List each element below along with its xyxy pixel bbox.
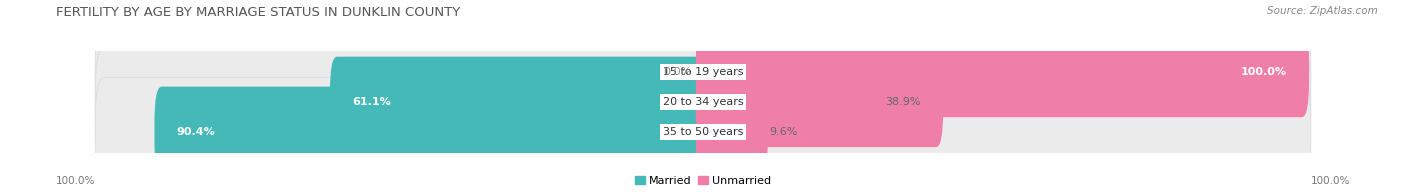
FancyBboxPatch shape — [696, 57, 943, 147]
Text: Source: ZipAtlas.com: Source: ZipAtlas.com — [1267, 6, 1378, 16]
Text: 100.0%: 100.0% — [1310, 176, 1350, 186]
Text: 61.1%: 61.1% — [352, 97, 391, 107]
Text: 0.0%: 0.0% — [662, 67, 690, 77]
Legend: Married, Unmarried: Married, Unmarried — [630, 172, 776, 191]
FancyBboxPatch shape — [96, 78, 1310, 186]
Text: 100.0%: 100.0% — [1241, 67, 1286, 77]
Text: 38.9%: 38.9% — [886, 97, 921, 107]
Text: 90.4%: 90.4% — [177, 127, 215, 137]
FancyBboxPatch shape — [696, 27, 1309, 117]
Text: 9.6%: 9.6% — [769, 127, 797, 137]
FancyBboxPatch shape — [330, 57, 710, 147]
Text: 20 to 34 years: 20 to 34 years — [662, 97, 744, 107]
Text: 15 to 19 years: 15 to 19 years — [662, 67, 744, 77]
FancyBboxPatch shape — [96, 48, 1310, 156]
FancyBboxPatch shape — [696, 87, 768, 177]
FancyBboxPatch shape — [155, 87, 710, 177]
Text: FERTILITY BY AGE BY MARRIAGE STATUS IN DUNKLIN COUNTY: FERTILITY BY AGE BY MARRIAGE STATUS IN D… — [56, 6, 461, 19]
Text: 100.0%: 100.0% — [56, 176, 96, 186]
Text: 35 to 50 years: 35 to 50 years — [662, 127, 744, 137]
FancyBboxPatch shape — [96, 18, 1310, 126]
